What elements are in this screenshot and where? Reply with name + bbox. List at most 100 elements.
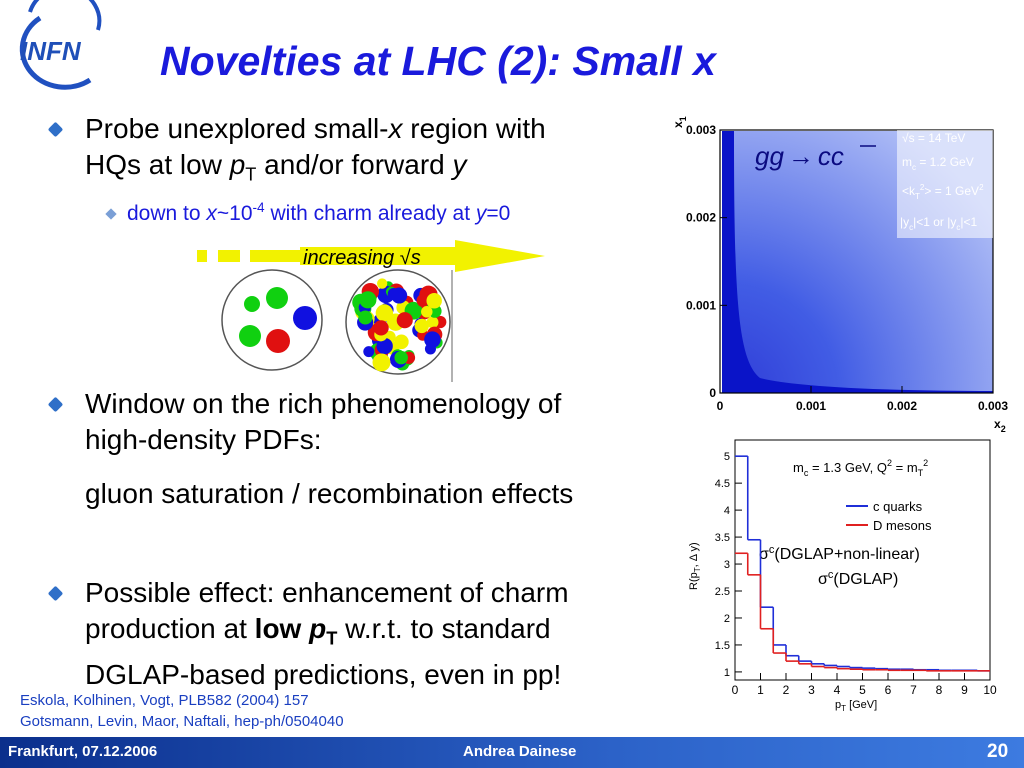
footer-center: Andrea Dainese <box>463 743 577 760</box>
label: , Δ y) <box>688 542 700 567</box>
legend-label: c quarks <box>873 499 923 514</box>
dot <box>416 294 430 307</box>
text: with charm already at <box>264 202 476 225</box>
page-number: 20 <box>987 741 1009 762</box>
dot <box>376 337 393 355</box>
label: [GeV] <box>846 699 877 711</box>
text: high-density PDFs: <box>85 424 322 455</box>
text: Possible effect: enhancement of charm <box>85 577 569 608</box>
label: c <box>909 223 913 232</box>
arrow-head <box>300 240 545 272</box>
label: T <box>915 192 920 201</box>
y-tick-label: 3.5 <box>715 532 730 544</box>
legend-box <box>897 130 993 238</box>
arrow-dash <box>197 250 207 262</box>
text: region with <box>402 113 546 144</box>
dot <box>239 325 261 347</box>
dot <box>244 296 260 312</box>
label: (DGLAP) <box>833 571 898 588</box>
x-tick-label: 2 <box>783 683 790 697</box>
y-tick-label: 3 <box>724 559 730 571</box>
text: p <box>229 149 246 180</box>
arrow-dash <box>250 250 300 262</box>
y-tick-label: 0.003 <box>686 123 716 137</box>
text: Window on the rich phenomenology of <box>85 388 562 419</box>
dot <box>266 329 290 353</box>
y-axis-title: x1 <box>671 116 688 128</box>
dot <box>359 291 377 309</box>
label: 2 <box>923 458 928 468</box>
label: c <box>804 468 809 478</box>
label: T <box>918 468 924 478</box>
dot <box>396 312 413 329</box>
x-axis-title: pT [GeV] <box>835 699 877 713</box>
dot <box>266 287 288 309</box>
text: low <box>254 613 310 644</box>
label: <k <box>902 184 916 198</box>
label: |y <box>900 215 909 229</box>
slide-title: Novelties at LHC (2): Small x <box>160 38 716 84</box>
label: c <box>769 544 775 556</box>
density-core <box>722 131 993 393</box>
frame <box>719 129 994 394</box>
dot <box>293 306 317 330</box>
text: down to <box>127 202 207 225</box>
references: Eskola, Kolhinen, Vogt, PLB582 (2004) 15… <box>20 690 344 732</box>
legend-label: D mesons <box>873 518 932 533</box>
label: cc <box>818 141 844 171</box>
x-tick-label: 0.003 <box>978 399 1008 413</box>
y-tick-label: 0.002 <box>686 211 716 225</box>
legend: |yc|<1 or |yc|<1 <box>900 215 978 232</box>
text: ~10 <box>216 202 253 225</box>
text: Probe unexplored small- <box>85 113 389 144</box>
text: -4 <box>252 200 265 215</box>
dot <box>426 316 439 329</box>
label: gg <box>755 141 784 171</box>
annotation: mc = 1.3 GeV, Q2 = mT2 <box>793 458 928 478</box>
label: σ <box>818 571 828 588</box>
dot <box>373 320 389 336</box>
x-tick-label: 0 <box>732 683 739 697</box>
x-tick-label: 0.001 <box>796 399 826 413</box>
text: HQs at low <box>85 149 230 180</box>
x-tick-label: 0.002 <box>887 399 917 413</box>
arrow <box>197 240 545 272</box>
text: x <box>206 202 217 225</box>
x-tick-label: 0 <box>717 399 724 413</box>
text: and/or forward <box>256 149 453 180</box>
logo-swoosh <box>28 0 102 31</box>
label: increasing <box>303 247 400 269</box>
dot <box>394 350 408 365</box>
label: c <box>956 223 960 232</box>
label: √s <box>400 247 421 269</box>
x-tick-label: 7 <box>910 683 917 697</box>
note: σc(DGLAP+non-linear) <box>759 544 920 563</box>
text: y <box>452 149 467 180</box>
y-axis-title: R(pT, Δ y) <box>688 542 702 590</box>
label: 2 <box>1001 424 1006 434</box>
label: → <box>788 141 814 171</box>
x-tick-label: 3 <box>808 683 815 697</box>
text: x <box>388 113 403 144</box>
y-tick-label: 1.5 <box>715 640 730 652</box>
label: p <box>835 699 841 711</box>
label: 2 <box>979 183 984 192</box>
bullet-text: Possible effect: enhancement of charm pro… <box>85 575 569 693</box>
label: 1 <box>678 116 688 121</box>
scatter-figure: gg → cc √s = 14 TeV mc = 1.2 GeV <kT2> = 1… <box>671 116 1008 434</box>
label: T <box>841 704 846 713</box>
reference: Gotsmann, Levin, Maor, Naftali, hep-ph/0… <box>20 713 344 730</box>
y-tick-label: 5 <box>724 451 730 463</box>
arrow-dash <box>218 250 240 262</box>
bullet-text: Probe unexplored small-x region with HQs … <box>85 111 546 193</box>
x-tick-label: 8 <box>936 683 943 697</box>
dot <box>372 353 391 372</box>
label: c <box>912 163 916 172</box>
x-axis-title: x2 <box>994 417 1006 434</box>
y-tick-label: 0 <box>709 386 716 400</box>
y-tick-label: 4 <box>724 505 730 517</box>
label: |<1 or |y <box>913 215 956 229</box>
dot <box>358 310 373 325</box>
